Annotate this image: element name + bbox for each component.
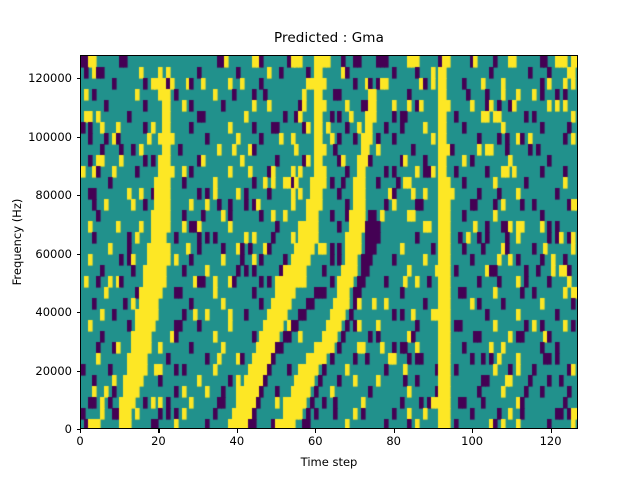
- x-tick-mark: [80, 429, 82, 433]
- x-tick-label: 120: [539, 434, 562, 448]
- x-tick-label: 100: [461, 434, 484, 448]
- x-tick-label: 0: [76, 434, 84, 448]
- x-tick-mark: [550, 429, 552, 433]
- x-tick-mark: [315, 429, 317, 433]
- x-tick-mark: [158, 429, 160, 433]
- heatmap-axes: [80, 55, 578, 429]
- page-title: Predicted : Gma: [274, 30, 384, 46]
- x-tick-label: 80: [386, 434, 401, 448]
- x-tick-label: 40: [229, 434, 245, 448]
- x-axis-label: Time step: [300, 455, 358, 469]
- heatmap-canvas: [81, 56, 577, 428]
- x-tick-label: 20: [151, 434, 166, 448]
- x-tick-label: 60: [307, 434, 323, 448]
- x-tick-mark: [393, 429, 395, 433]
- y-tick-mark: [76, 429, 80, 431]
- y-axis-label: Frequency (Hz): [10, 198, 24, 286]
- x-tick-mark: [472, 429, 474, 433]
- x-tick-mark: [236, 429, 238, 433]
